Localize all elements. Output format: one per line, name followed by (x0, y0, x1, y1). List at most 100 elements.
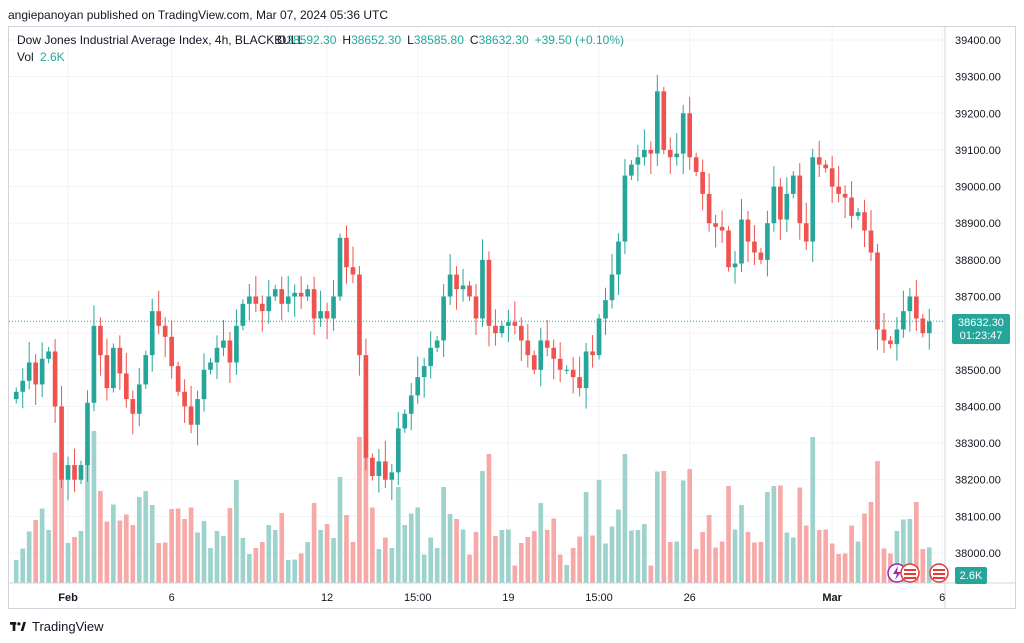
volume-bar (13, 560, 19, 583)
candle-body (771, 186, 777, 224)
volume-bar (661, 471, 667, 583)
candle-body (713, 223, 718, 227)
volume-bar (357, 437, 362, 583)
candle-body (175, 366, 181, 392)
legend-vol: 2.6K (40, 50, 65, 64)
candle-body (855, 212, 861, 216)
candle-body (493, 325, 498, 334)
candle-body (512, 322, 518, 326)
legend-ohlc: O38592.30 H38652.30 L38585.80 C38632.30 +39.… (277, 33, 624, 47)
volume-bar (331, 538, 336, 583)
y-tick-label: 38800.00 (955, 255, 1001, 267)
legend-open: 38592.30 (286, 33, 336, 47)
volume-bar (816, 530, 822, 583)
candle-body (104, 355, 110, 389)
volume-bar (259, 542, 265, 583)
volume-bar (85, 453, 90, 583)
chart-panel[interactable]: 38000.00 38100.00 38200.00 38300.00 38400.00… (8, 26, 1016, 609)
candle-body (609, 274, 615, 301)
candle-body (739, 219, 744, 264)
volume-bar (894, 531, 900, 583)
volume-tag-value: 2.6K (960, 570, 983, 582)
candlestick-chart[interactable]: 38000.00 38100.00 38200.00 38300.00 38400.00… (9, 27, 1015, 608)
volume-bar (266, 525, 272, 583)
volume-bar (551, 518, 557, 583)
volume-bar (214, 531, 220, 583)
volume-bar (654, 471, 660, 583)
candle-body (253, 296, 259, 304)
candle-body (123, 373, 129, 400)
candle-body (117, 347, 123, 374)
x-tick-label: 19 (502, 592, 514, 604)
volume-bar (635, 530, 641, 583)
y-tick-label: 38200.00 (955, 475, 1001, 487)
candle-body (149, 311, 155, 356)
volume-bar (311, 503, 317, 583)
candle-body (907, 296, 913, 312)
candle-body (486, 259, 492, 326)
candle-body (26, 362, 32, 381)
y-tick-label: 38700.00 (955, 292, 1001, 304)
candle-body (111, 347, 116, 389)
volume-bar (486, 454, 492, 583)
volume-bar (33, 520, 38, 583)
candle-body (544, 340, 550, 348)
volume-bar (344, 515, 349, 583)
volume-bar (460, 529, 466, 583)
candle-body (784, 193, 790, 220)
legend-high-label: H (342, 33, 351, 47)
candle-body (700, 171, 705, 194)
volume-bar (577, 536, 582, 583)
y-tick-label: 39400.00 (955, 35, 1001, 47)
candle-body (318, 311, 323, 319)
footer-brand: TradingView (32, 619, 104, 634)
candle-body (525, 340, 531, 356)
candle-body (279, 289, 285, 304)
volume-bar (104, 521, 110, 583)
candle-body (810, 157, 816, 242)
x-tick-label: 6 (169, 592, 175, 604)
candle-body (39, 358, 45, 385)
candle-body (143, 355, 149, 385)
candle-body (72, 465, 77, 480)
x-tick-label: Mar (822, 592, 842, 604)
candle-body (745, 219, 751, 242)
volume-bar (117, 520, 123, 583)
volume-bar (700, 532, 705, 583)
candle-body (337, 237, 343, 297)
volume-bar (590, 535, 595, 583)
flag-stripe (904, 573, 916, 575)
volume-bar (531, 531, 537, 583)
candle-body (214, 347, 220, 363)
volume-bar (868, 502, 874, 583)
candle-body (616, 241, 621, 275)
volume-bar (46, 530, 51, 583)
candle-body (447, 274, 453, 297)
event-icons[interactable] (887, 563, 949, 583)
candle-body (499, 325, 505, 334)
candle-body (344, 237, 349, 268)
volume-bar (72, 537, 77, 583)
candle-body (797, 175, 803, 224)
legend-high: 38652.30 (351, 33, 401, 47)
candle-body (454, 274, 459, 290)
candle-body (648, 149, 654, 154)
candle-body (654, 91, 660, 154)
candle-body (836, 186, 841, 194)
flag-stripe (904, 569, 916, 571)
volume-bar (797, 487, 803, 583)
volume-bar (842, 553, 848, 583)
candle-body (33, 362, 38, 385)
candle-body (674, 153, 680, 158)
footer: TradingView (10, 619, 104, 634)
candle-body (370, 457, 375, 477)
volume-bar (434, 548, 440, 583)
legend-open-label: O (277, 33, 286, 47)
candle-body (428, 347, 434, 367)
volume-bar (493, 536, 498, 583)
candle-body (901, 311, 906, 330)
volume-bar (91, 431, 97, 583)
volume-bar (130, 525, 136, 583)
volume-bar (20, 548, 26, 583)
